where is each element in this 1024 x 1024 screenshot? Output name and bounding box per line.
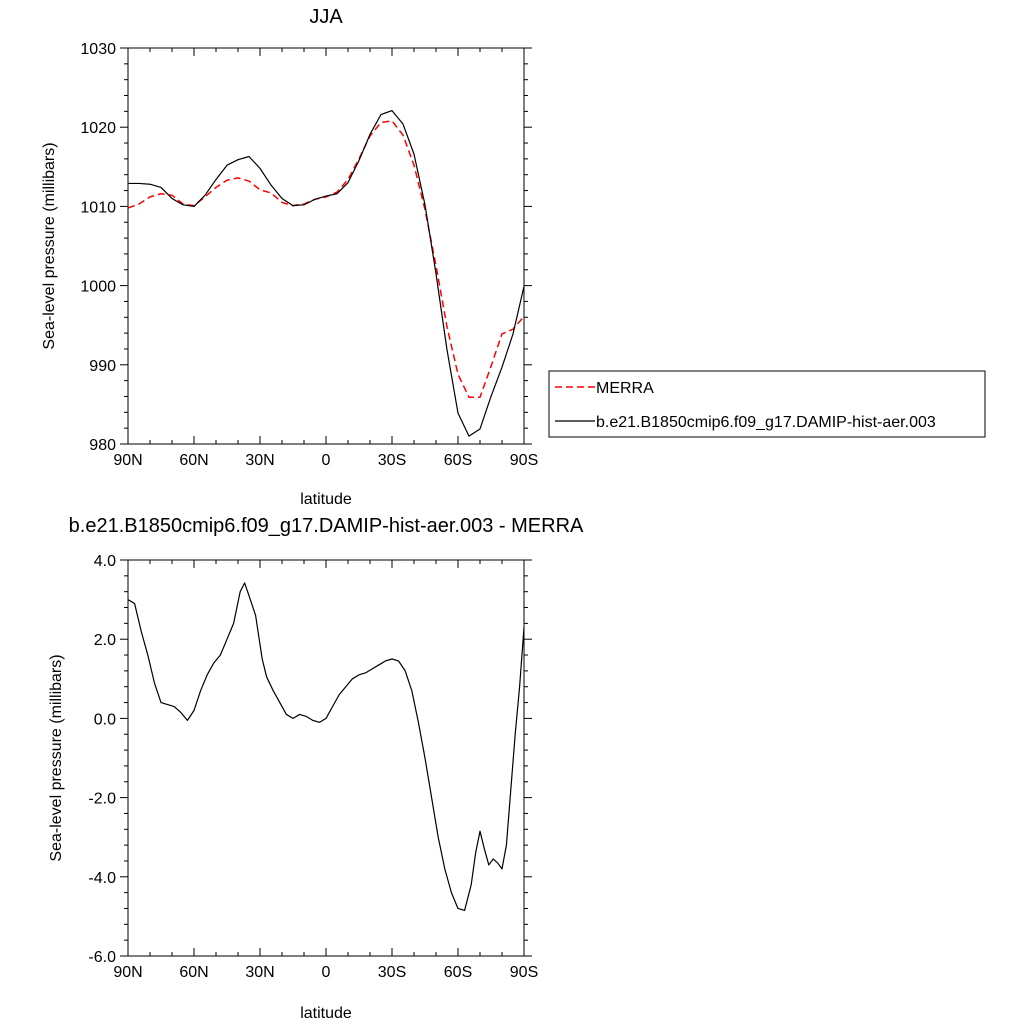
bottom-chart-marks (127, 582, 525, 912)
bottom-y-axis-label: Sea-level pressure (millibars) (48, 654, 65, 861)
top-x-tick-label: 30S (378, 452, 406, 469)
top-x-axis-label: latitude (300, 491, 352, 508)
bottom-x-tick-label: 60S (444, 964, 472, 981)
bottom-y-tick-label: 4.0 (94, 553, 116, 570)
bottom-x-axis-label: latitude (300, 1005, 352, 1022)
top-y-axis-label: Sea-level pressure (millibars) (41, 142, 58, 349)
top-x-tick-label: 90S (510, 452, 538, 469)
top-chart-marks (127, 109, 525, 437)
top-x-tick-label: 30N (245, 452, 274, 469)
bottom-y-tick-label: 2.0 (94, 632, 116, 649)
top-y-tick-label: 1020 (80, 120, 116, 137)
legend: MERRA b.e21.B1850cmip6.f09_g17.DAMIP-his… (548, 370, 986, 438)
legend-box (548, 370, 986, 438)
top-y-tick-label: 1010 (80, 199, 116, 216)
bottom-x-tick-label: 60N (179, 964, 208, 981)
bottom-chart-axes: 90N 60N 30N 0 30S 60S 90S -6.0 -4.0 -2.0 0.0 2.0 4.0 (88, 553, 538, 981)
bottom-chart-title: b.e21.B1850cmip6.f09_g17.DAMIP-hist-aer.… (69, 515, 584, 537)
top-panel: JJA 90N 60N 30N 0 30S 60S 90S 980 990 1000 1010 102… (41, 6, 538, 508)
bottom-y-tick-label: -4.0 (88, 870, 116, 887)
top-y-tick-label: 990 (89, 358, 116, 375)
bottom-series-line-0 (127, 582, 525, 912)
legend-label-model: b.e21.B1850cmip6.f09_g17.DAMIP-hist-aer.… (596, 414, 936, 431)
top-x-tick-label: 90N (113, 452, 142, 469)
bottom-x-tick-label: 30N (245, 964, 274, 981)
bottom-plot-frame (127, 559, 525, 957)
top-x-tick-label: 60S (444, 452, 472, 469)
top-y-tick-label: 1000 (80, 279, 116, 296)
bottom-y-tick-label: -2.0 (88, 791, 116, 808)
top-chart-title: JJA (309, 6, 343, 28)
bottom-y-tick-label: 0.0 (94, 711, 116, 728)
top-y-tick-label: 980 (89, 437, 116, 454)
bottom-x-tick-label: 90S (510, 964, 538, 981)
bottom-x-tick-label: 0 (322, 964, 331, 981)
top-series-line-1 (128, 109, 525, 437)
top-y-tick-label: 1030 (80, 41, 116, 58)
bottom-panel: b.e21.B1850cmip6.f09_g17.DAMIP-hist-aer.… (48, 515, 584, 1022)
top-chart-axes: 90N 60N 30N 0 30S 60S 90S 980 990 1000 1010 1020 103… (80, 41, 538, 469)
top-x-tick-label: 60N (179, 452, 208, 469)
legend-label-merra: MERRA (596, 380, 654, 397)
bottom-x-tick-label: 30S (378, 964, 406, 981)
top-series-line-0 (127, 120, 525, 399)
top-plot-frame (127, 47, 525, 445)
bottom-x-tick-label: 90N (113, 964, 142, 981)
bottom-y-tick-label: -6.0 (88, 949, 116, 966)
top-x-tick-label: 0 (322, 452, 331, 469)
